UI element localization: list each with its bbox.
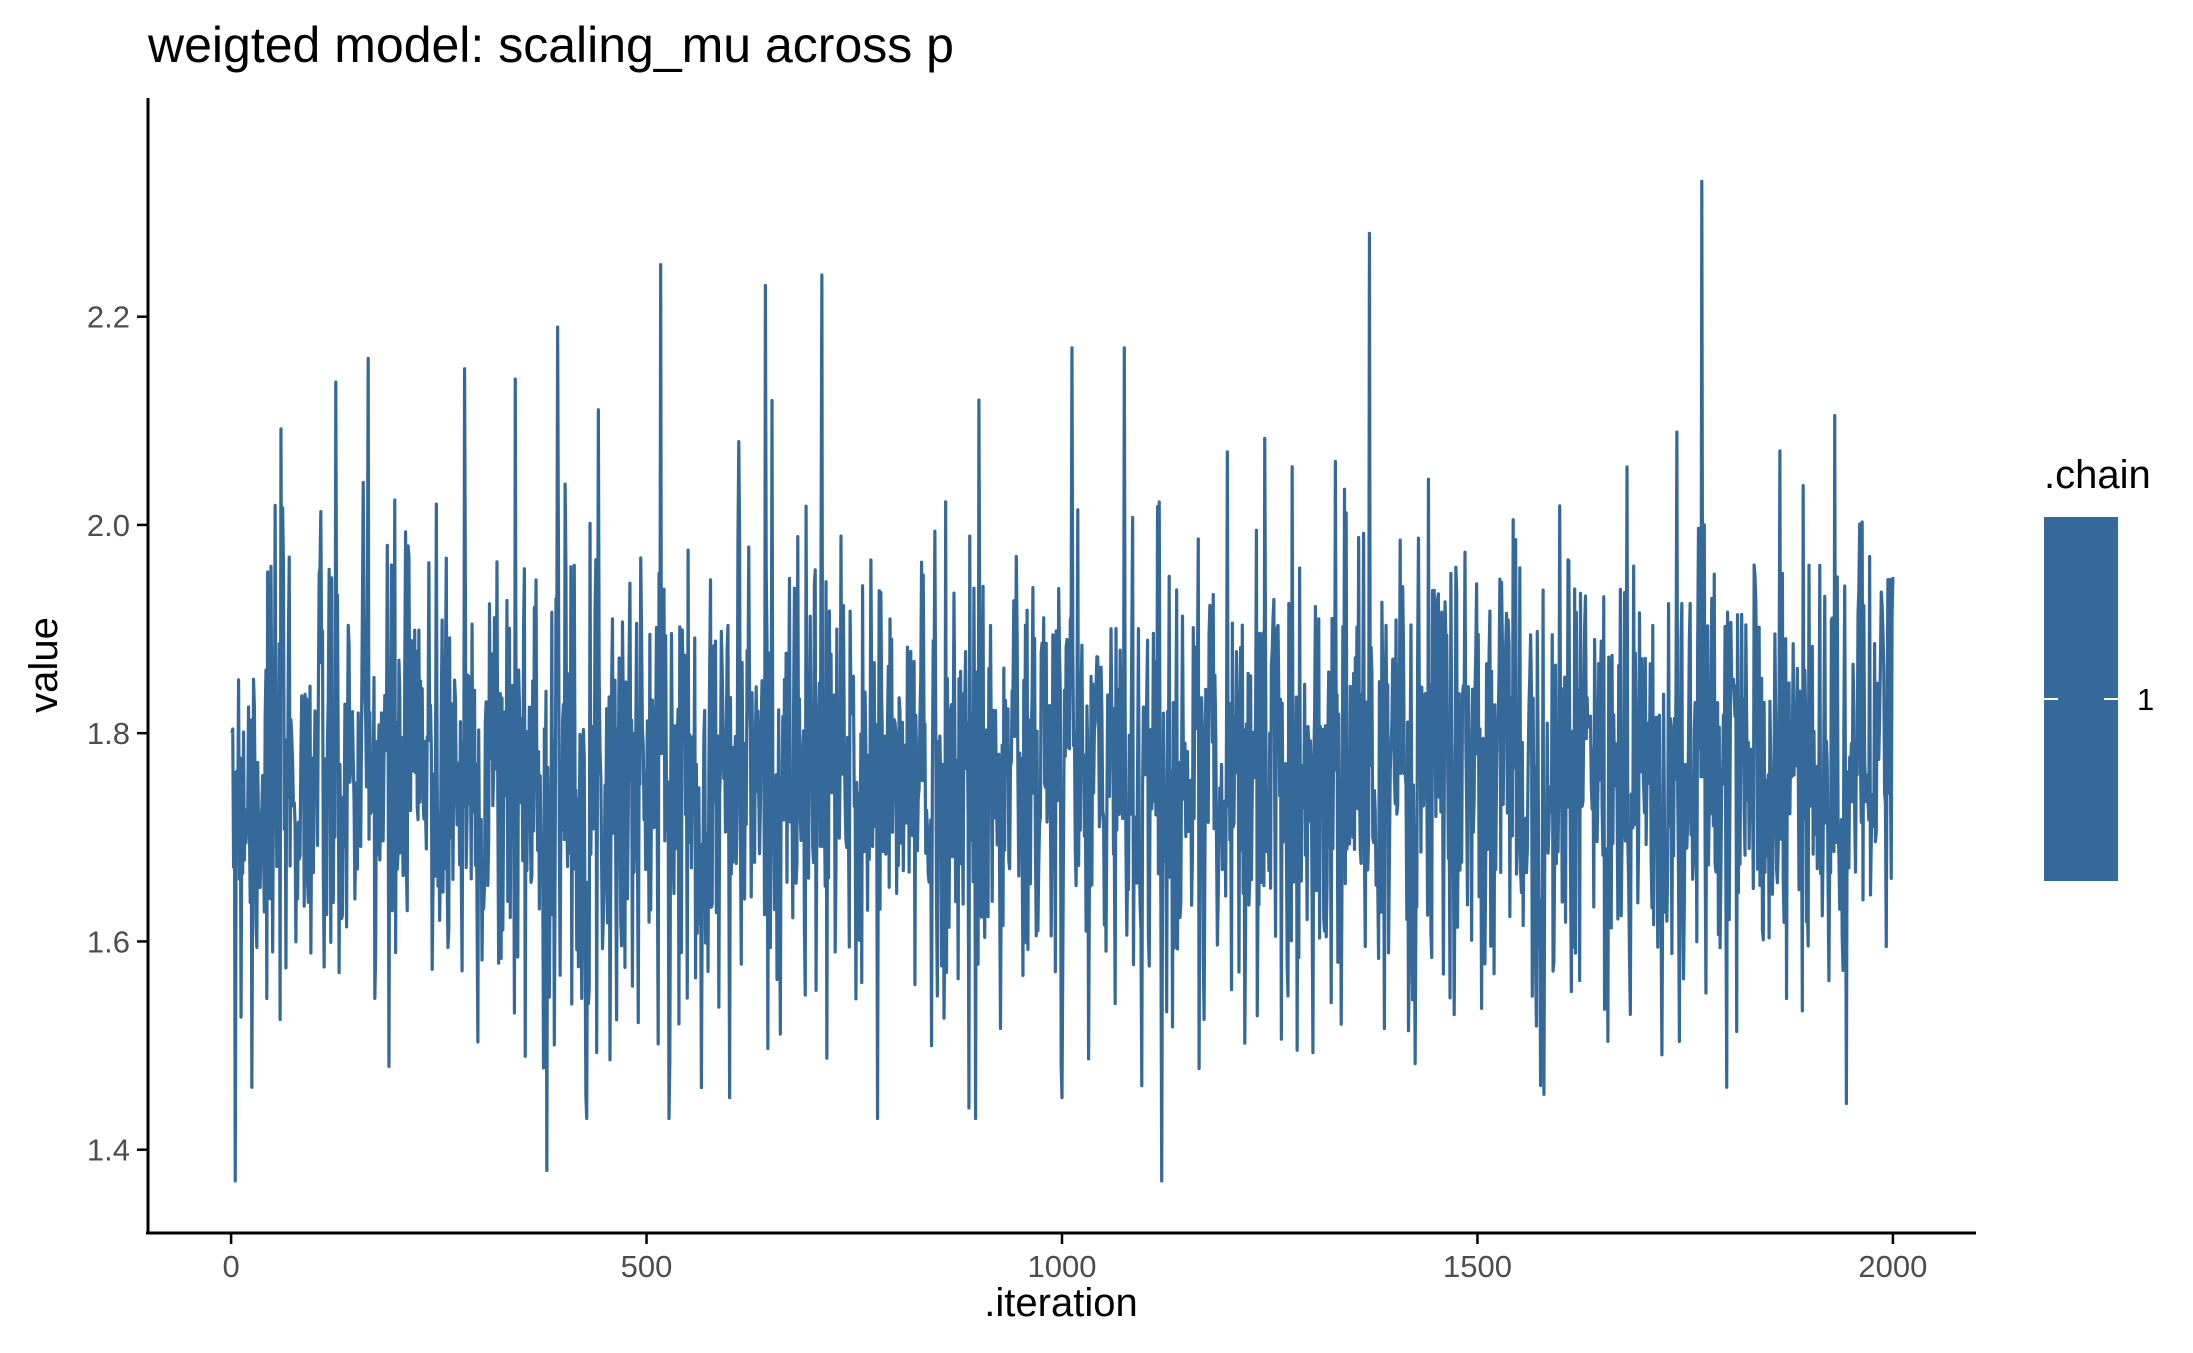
trace-line-chain-1	[230, 179, 1895, 1183]
y-tick-label: 1.8	[87, 716, 130, 751]
y-axis-ticks: 1.4 1.6 1.8 2.0 2.2	[87, 300, 148, 1168]
legend-title: .chain	[2044, 453, 2151, 497]
plot-area	[230, 179, 1895, 1183]
x-tick-label: 1000	[1028, 1249, 1097, 1284]
x-tick-label: 500	[621, 1249, 673, 1284]
x-axis-title: .iteration	[984, 1281, 1137, 1325]
x-tick-label: 1500	[1443, 1249, 1512, 1284]
x-tick-label: 2000	[1858, 1249, 1927, 1284]
x-tick-label: 0	[222, 1249, 239, 1284]
y-axis-title: value	[22, 617, 66, 713]
legend: .chain 1	[2044, 453, 2154, 881]
y-tick-label: 2.2	[87, 300, 130, 335]
y-tick-label: 1.6	[87, 924, 130, 959]
y-tick-label: 1.4	[87, 1133, 130, 1168]
y-tick-label: 2.0	[87, 508, 130, 543]
legend-label-chain-1: 1	[2137, 682, 2154, 717]
chart-title: weigted model: scaling_mu across p	[147, 17, 954, 73]
x-axis-ticks: 0 500 1000 1500 2000	[222, 1233, 1927, 1284]
